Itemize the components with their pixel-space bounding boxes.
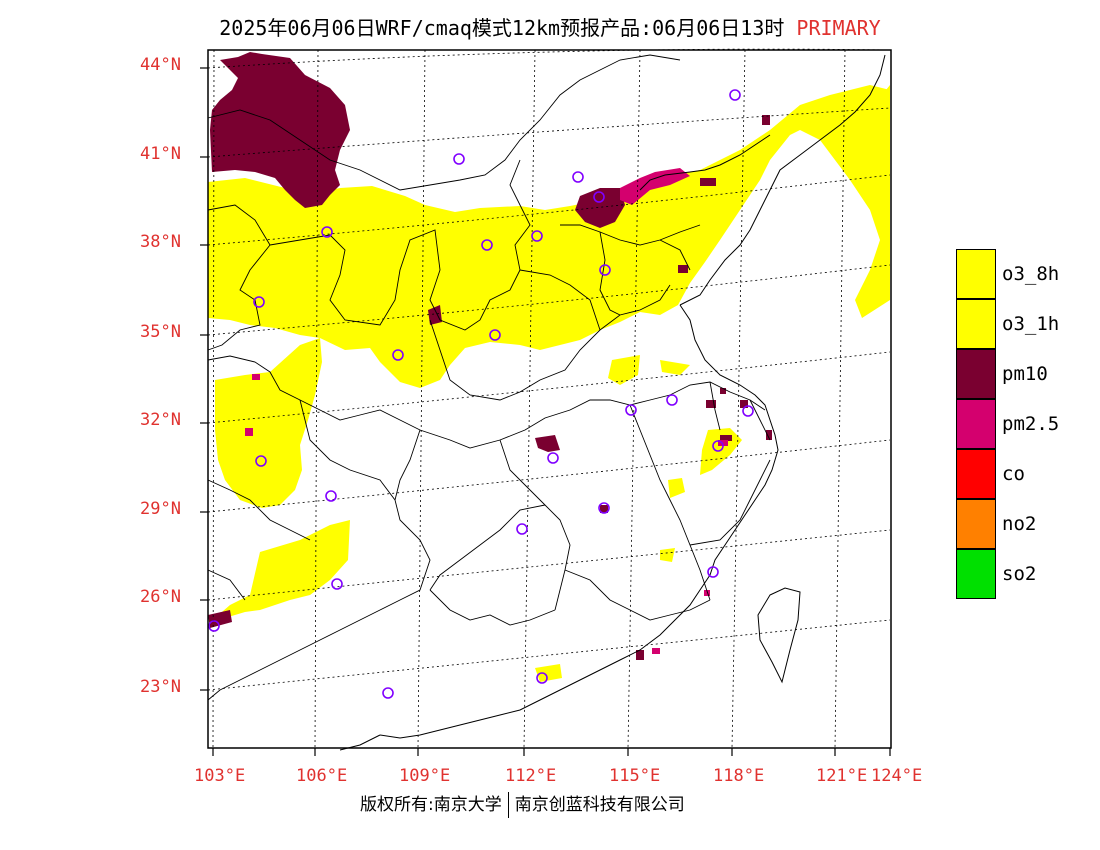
lon-label-121: 121°E — [816, 766, 868, 786]
legend-label-pm10: pm10 — [1002, 363, 1048, 385]
lat-label-29: 29°N — [140, 499, 181, 519]
lon-label-118: 118°E — [713, 766, 765, 786]
legend-swatch-co — [956, 449, 996, 499]
lat-label-38: 38°N — [140, 232, 181, 252]
legend-swatch-o3-1h — [956, 299, 996, 349]
lon-label-115: 115°E — [609, 766, 661, 786]
map-title: 2025年06月06日WRF/cmaq模式12km预报产品:06月06日13时 … — [0, 12, 1100, 41]
legend-swatch-no2 — [956, 499, 996, 549]
lat-label-26: 26°N — [140, 587, 181, 607]
graticule — [207, 48, 891, 749]
lon-label-112: 112°E — [505, 766, 557, 786]
copyright-owner: 版权所有:南京大学 — [360, 795, 502, 815]
lon-label-106: 106°E — [296, 766, 348, 786]
lat-label-23: 23°N — [140, 677, 181, 697]
title-primary-tag: PRIMARY — [796, 16, 881, 40]
province-boundaries — [207, 54, 771, 701]
legend-label-co: co — [1002, 463, 1025, 485]
legend-swatch-pm25 — [956, 399, 996, 449]
coastline — [339, 54, 886, 751]
copyright-footer: 版权所有:南京大学 南京创蓝科技有限公司 — [360, 790, 685, 818]
legend-label-pm25: pm2.5 — [1002, 413, 1060, 435]
legend-label-so2: so2 — [1002, 563, 1037, 585]
lat-label-41: 41°N — [140, 144, 181, 164]
lat-label-44: 44°N — [140, 55, 181, 75]
lon-label-124: 124°E — [871, 766, 923, 786]
copyright-company: 南京创蓝科技有限公司 — [514, 795, 685, 815]
legend-swatch-so2 — [956, 549, 996, 599]
lon-label-109: 109°E — [399, 766, 451, 786]
legend-label-o3-8h: o3_8h — [1002, 263, 1060, 285]
legend-swatch-o3-8h — [956, 249, 996, 299]
legend-swatch-pm10 — [956, 349, 996, 399]
legend-label-o3-1h: o3_1h — [1002, 313, 1060, 335]
station-markers — [208, 89, 754, 699]
pm10-field — [208, 52, 772, 660]
lat-label-32: 32°N — [140, 410, 181, 430]
lat-label-35: 35°N — [140, 322, 181, 342]
title-main: 2025年06月06日WRF/cmaq模式12km预报产品:06月06日13时 — [219, 16, 785, 40]
lon-label-103: 103°E — [194, 766, 246, 786]
map-frame — [207, 49, 892, 749]
footer-separator — [507, 792, 509, 818]
axis-ticks — [200, 67, 891, 756]
o3-field — [208, 85, 890, 682]
legend-label-no2: no2 — [1002, 513, 1037, 535]
